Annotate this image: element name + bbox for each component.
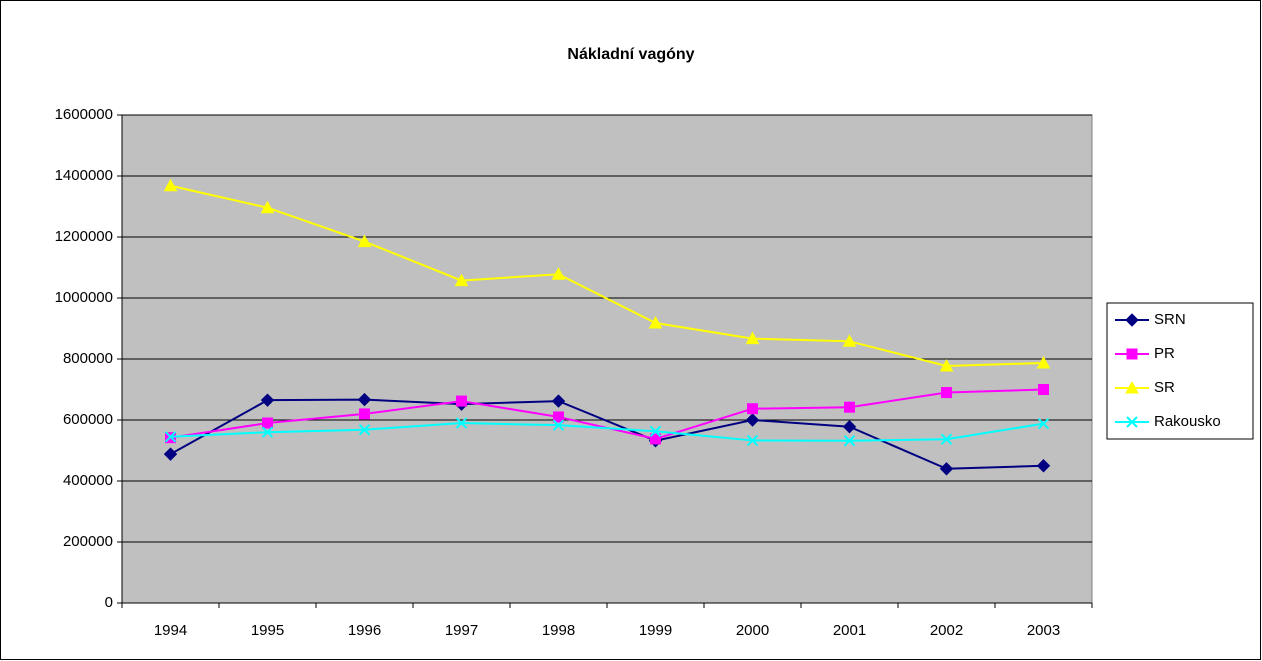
y-tick-label: 600000 xyxy=(63,411,113,428)
x-tick-label: 1996 xyxy=(348,622,381,639)
y-tick-label: 1400000 xyxy=(55,167,113,184)
data-point xyxy=(163,447,178,461)
x-tick-label: 1995 xyxy=(251,622,284,639)
x-tick-label: 2002 xyxy=(930,622,963,639)
data-point xyxy=(650,433,661,445)
data-point xyxy=(454,273,469,287)
series-line xyxy=(170,398,1044,470)
data-point xyxy=(261,426,274,438)
data-point xyxy=(358,424,371,436)
data-point xyxy=(842,420,857,434)
data-point xyxy=(842,334,857,347)
y-tick-label: 0 xyxy=(105,594,113,611)
x-tick-label: 1999 xyxy=(639,622,672,639)
data-point xyxy=(939,462,954,476)
data-point xyxy=(843,435,856,447)
data-point xyxy=(745,331,760,345)
data-point xyxy=(941,387,952,399)
legend-label: SRN xyxy=(1154,311,1186,328)
legend-marker xyxy=(1125,380,1139,394)
data-point xyxy=(1036,355,1051,369)
data-point xyxy=(357,392,372,407)
data-point xyxy=(260,393,275,407)
data-point xyxy=(648,315,663,329)
data-point xyxy=(844,401,855,413)
data-point xyxy=(746,434,759,447)
series-line xyxy=(170,422,1044,442)
data-point xyxy=(551,267,566,280)
data-point xyxy=(163,178,178,192)
data-point xyxy=(357,234,372,248)
y-tick-label: 800000 xyxy=(63,350,113,367)
data-point xyxy=(551,394,566,408)
y-tick-label: 1000000 xyxy=(55,289,113,306)
data-point xyxy=(553,411,564,423)
legend-label: SR xyxy=(1154,379,1175,396)
data-point xyxy=(456,395,467,407)
data-point xyxy=(455,417,468,429)
data-point xyxy=(745,413,760,427)
data-point xyxy=(1036,459,1051,473)
data-point xyxy=(262,417,273,429)
legend-marker xyxy=(1126,416,1138,428)
data-point xyxy=(940,433,953,445)
data-point xyxy=(260,200,275,214)
y-tick-label: 1600000 xyxy=(55,106,113,123)
legend-label: PR xyxy=(1154,345,1175,362)
x-tick-label: 2003 xyxy=(1027,622,1060,639)
legend-marker xyxy=(1126,348,1138,360)
x-tick-label: 2001 xyxy=(833,622,866,639)
y-tick-label: 200000 xyxy=(63,533,113,550)
x-tick-label: 1997 xyxy=(445,622,478,639)
y-tick-label: 1200000 xyxy=(55,228,113,245)
data-point xyxy=(649,425,662,437)
data-point xyxy=(747,403,758,415)
x-tick-label: 1998 xyxy=(542,622,575,639)
x-tick-label: 1994 xyxy=(154,622,187,639)
series-line xyxy=(170,184,1044,368)
y-tick-label: 400000 xyxy=(63,472,113,489)
data-point xyxy=(939,358,954,372)
x-tick-label: 2000 xyxy=(736,622,769,639)
data-point xyxy=(552,419,565,431)
data-point xyxy=(359,408,370,420)
chart-title: Nákladní vagóny xyxy=(567,46,694,63)
legend-marker xyxy=(1125,313,1139,327)
data-point xyxy=(1037,417,1050,430)
legend-label: Rakousko xyxy=(1154,413,1221,430)
data-point xyxy=(164,431,177,443)
data-point xyxy=(1038,384,1049,395)
